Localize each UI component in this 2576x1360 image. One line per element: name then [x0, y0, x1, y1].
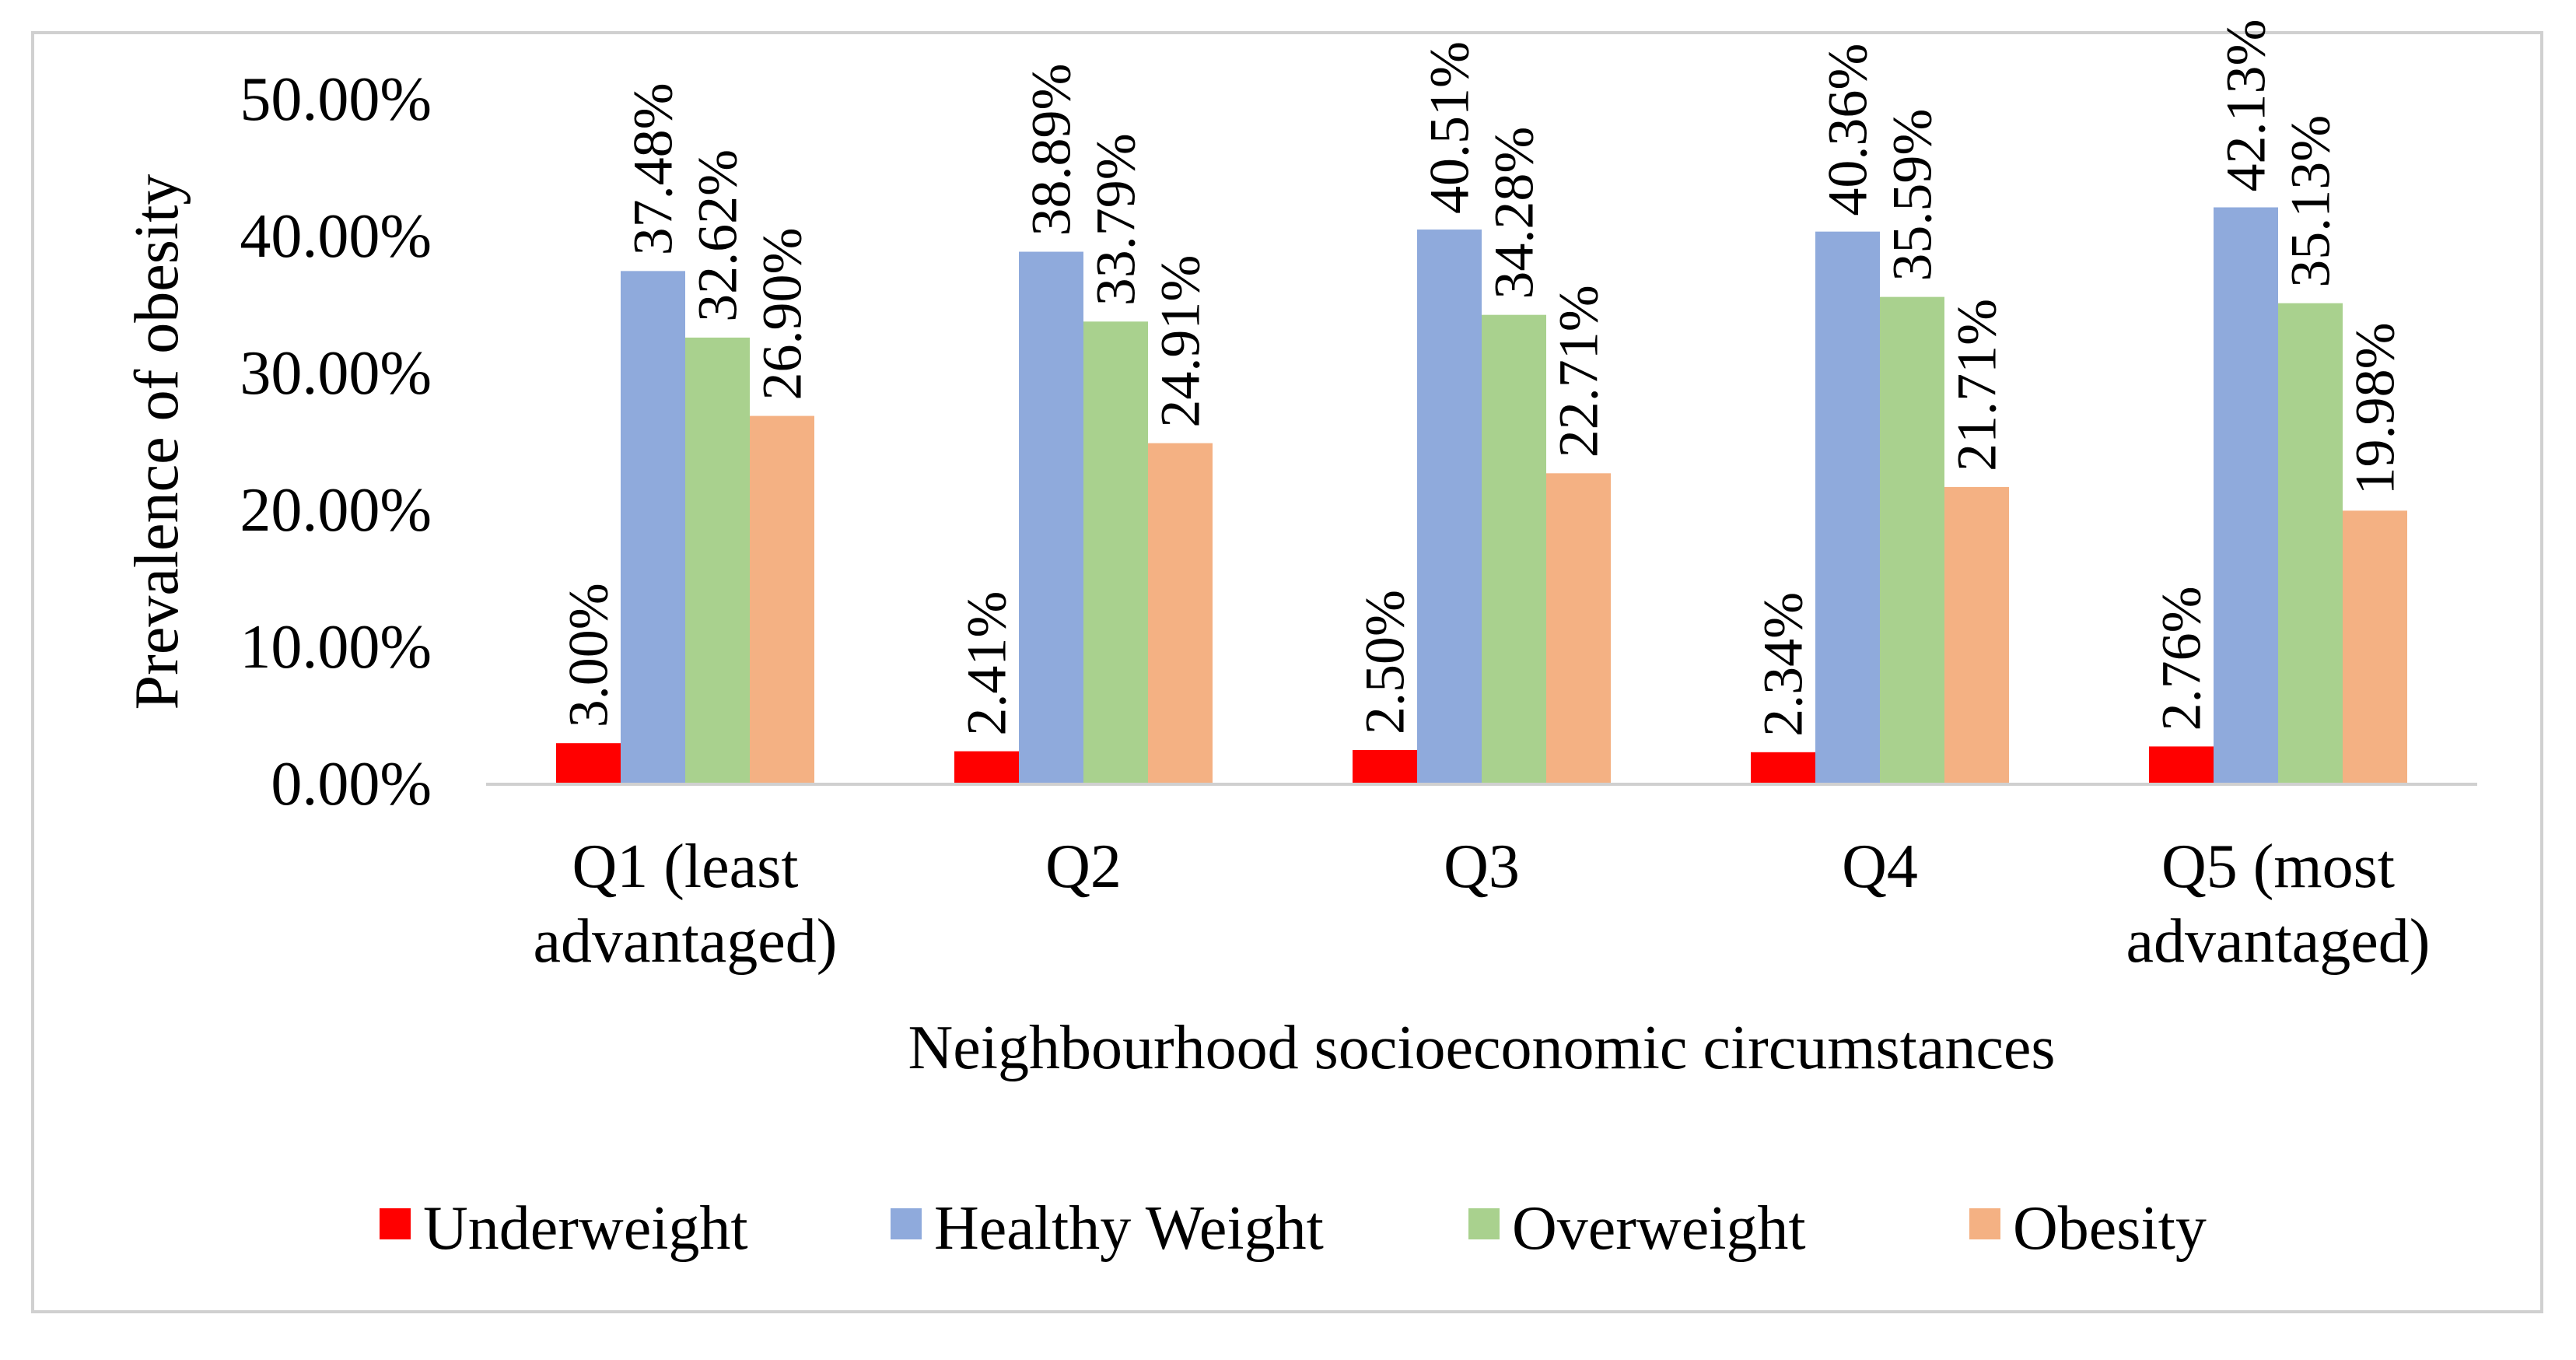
legend-swatch — [1969, 1208, 2000, 1239]
legend-swatch — [1468, 1208, 1500, 1239]
data-label: 24.91% — [1150, 255, 1212, 428]
y-axis-title: Prevalence of obesity — [123, 174, 191, 710]
y-tick-label: 10.00% — [240, 613, 432, 682]
bar-healthy-weight — [621, 271, 685, 784]
data-label: 35.59% — [1881, 109, 1944, 282]
bar-healthy-weight — [2214, 207, 2278, 785]
y-tick-label: 0.00% — [271, 750, 432, 818]
data-label: 2.50% — [1354, 590, 1416, 734]
bar-healthy-weight — [1417, 230, 1482, 784]
bar-obesity — [1944, 486, 2009, 784]
chart-frame — [31, 31, 2543, 1313]
y-tick-label: 40.00% — [240, 202, 432, 271]
bar-underweight — [1751, 752, 1815, 784]
data-label: 40.36% — [1817, 44, 1879, 216]
y-tick-label: 30.00% — [240, 339, 432, 408]
x-tick-label: Q3 — [1444, 832, 1520, 901]
legend-label: Healthy Weight — [934, 1194, 1324, 1263]
x-tick-label: Q2 — [1045, 832, 1122, 901]
data-label: 19.98% — [2344, 322, 2406, 495]
data-label: 35.13% — [2280, 115, 2342, 288]
y-axis-ticks: 0.00% 10.00% 20.00% 30.00% 40.00% 50.00% — [240, 65, 432, 818]
y-tick-label: 50.00% — [240, 65, 432, 134]
bar-healthy-weight — [1019, 251, 1083, 784]
bars — [556, 207, 2407, 785]
bar-healthy-weight — [1815, 231, 1880, 784]
data-label: 33.79% — [1085, 133, 1147, 306]
bar-underweight — [2149, 746, 2214, 784]
data-label: 2.76% — [2151, 586, 2213, 731]
y-tick-label: 20.00% — [240, 476, 432, 545]
bar-overweight — [685, 337, 750, 784]
bar-overweight — [2278, 303, 2343, 784]
bar-underweight — [556, 743, 621, 784]
bar-obesity — [1148, 443, 1213, 784]
legend-swatch — [380, 1208, 411, 1239]
data-labels: 3.00% 37.48% 32.62% 26.90% 2.41% 38.89% 33.79%… — [558, 19, 2406, 737]
x-tick-label: Q5 (most — [2161, 832, 2395, 901]
data-label: 37.48% — [622, 82, 684, 255]
data-label: 40.51% — [1419, 41, 1481, 214]
bar-underweight — [954, 751, 1019, 784]
x-tick-label: Q4 — [1842, 832, 1918, 901]
data-label: 38.89% — [1020, 64, 1083, 237]
legend-swatch — [891, 1208, 922, 1239]
bar-obesity — [2343, 510, 2407, 784]
data-label: 32.62% — [687, 149, 749, 322]
data-label: 21.71% — [1946, 299, 2008, 471]
data-label: 2.34% — [1752, 592, 1815, 737]
data-label: 42.13% — [2215, 19, 2277, 192]
data-label: 34.28% — [1483, 127, 1545, 300]
x-axis-title: Neighbourhood socioeconomic circumstance… — [908, 1014, 2055, 1082]
bar-underweight — [1353, 750, 1417, 784]
legend-label: Obesity — [2013, 1194, 2207, 1263]
bar-overweight — [1880, 296, 1944, 785]
x-tick-label: advantaged) — [2126, 907, 2431, 976]
bar-obesity — [750, 415, 814, 784]
legend: Underweight Healthy Weight Overweight Obesi… — [380, 1194, 2207, 1263]
legend-label: Overweight — [1512, 1194, 1806, 1263]
bar-overweight — [1083, 321, 1148, 784]
legend-label: Underweight — [423, 1194, 748, 1263]
data-label: 26.90% — [751, 228, 814, 401]
x-tick-label: Q1 (least — [572, 832, 798, 901]
data-label: 3.00% — [558, 583, 620, 727]
data-label: 22.71% — [1548, 285, 1610, 457]
bar-obesity — [1546, 473, 1611, 784]
x-tick-label: advantaged) — [534, 907, 838, 976]
bar-overweight — [1482, 314, 1546, 784]
data-label: 2.41% — [956, 591, 1018, 736]
